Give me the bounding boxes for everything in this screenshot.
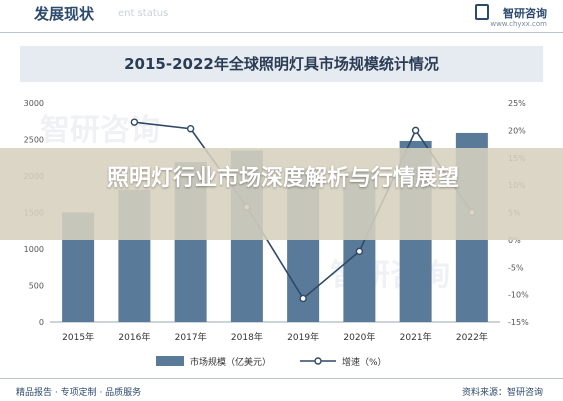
legend-line-marker	[314, 357, 322, 365]
y2-tick-label: 0%	[508, 236, 521, 245]
section-subtitle: ent status	[118, 8, 169, 19]
overlay-banner: 照明灯行业市场深度解析与行情展望	[0, 148, 563, 240]
x-tick-label: 2020年	[343, 331, 375, 343]
growth-point	[130, 118, 139, 126]
watermark-text: 智研咨询	[40, 113, 160, 148]
legend-bar-label: 市场规模（亿美元）	[190, 356, 271, 368]
x-tick-label: 2017年	[175, 331, 207, 343]
y2-tick-label: 25%	[508, 99, 526, 108]
y-tick-label: 3000	[24, 99, 44, 108]
legend-bar-swatch	[156, 356, 184, 366]
footer-source-name: 智研咨询	[506, 388, 543, 398]
growth-point	[355, 247, 364, 256]
growth-point	[299, 294, 307, 303]
y-tick-label: 1000	[24, 245, 44, 254]
x-tick-label: 2016年	[118, 331, 150, 343]
growth-point	[186, 125, 195, 133]
y-tick-label: 2500	[24, 136, 44, 145]
section-title: 发展现状	[34, 5, 95, 23]
y-tick-label: 0	[39, 318, 44, 327]
growth-point	[411, 126, 420, 135]
header-bar: 发展现状 ent status 智研咨询 www.chyxx.com	[0, 0, 563, 33]
y-tick-label: 500	[29, 282, 44, 291]
brand-name: 智研咨询	[503, 7, 547, 20]
x-tick-label: 2015年	[62, 331, 94, 343]
footer-bar: 精品报告 · 专项定制 · 品质服务 资料来源：智研咨询	[0, 378, 563, 401]
y2-tick-label: -5%	[508, 263, 524, 272]
x-tick-label: 2021年	[400, 331, 432, 343]
brand-url: www.chyxx.com	[490, 20, 547, 28]
legend-line-label: 增速（%）	[342, 356, 387, 368]
y2-tick-label: -15%	[508, 318, 529, 327]
x-tick-label: 2018年	[231, 331, 263, 343]
footer-source-label: 资料来源：	[461, 388, 507, 398]
y2-tick-label: 20%	[508, 126, 526, 135]
footer-slogan: 精品报告 · 专项定制 · 品质服务	[16, 388, 142, 398]
header-divider	[0, 32, 563, 33]
footer-source: 资料来源：智研咨询	[462, 385, 543, 398]
x-tick-label: 2022年	[456, 331, 488, 343]
overlay-headline: 照明灯行业市场深度解析与行情展望	[106, 166, 459, 191]
chart-title: 2015-2022年全球照明灯具市场规模统计情况	[124, 55, 439, 73]
brand-logo-icon	[475, 4, 489, 20]
chart-title-band: 2015-2022年全球照明灯具市场规模统计情况	[20, 46, 543, 82]
x-tick-label: 2019年	[287, 331, 319, 343]
y2-tick-label: -10%	[508, 291, 529, 300]
